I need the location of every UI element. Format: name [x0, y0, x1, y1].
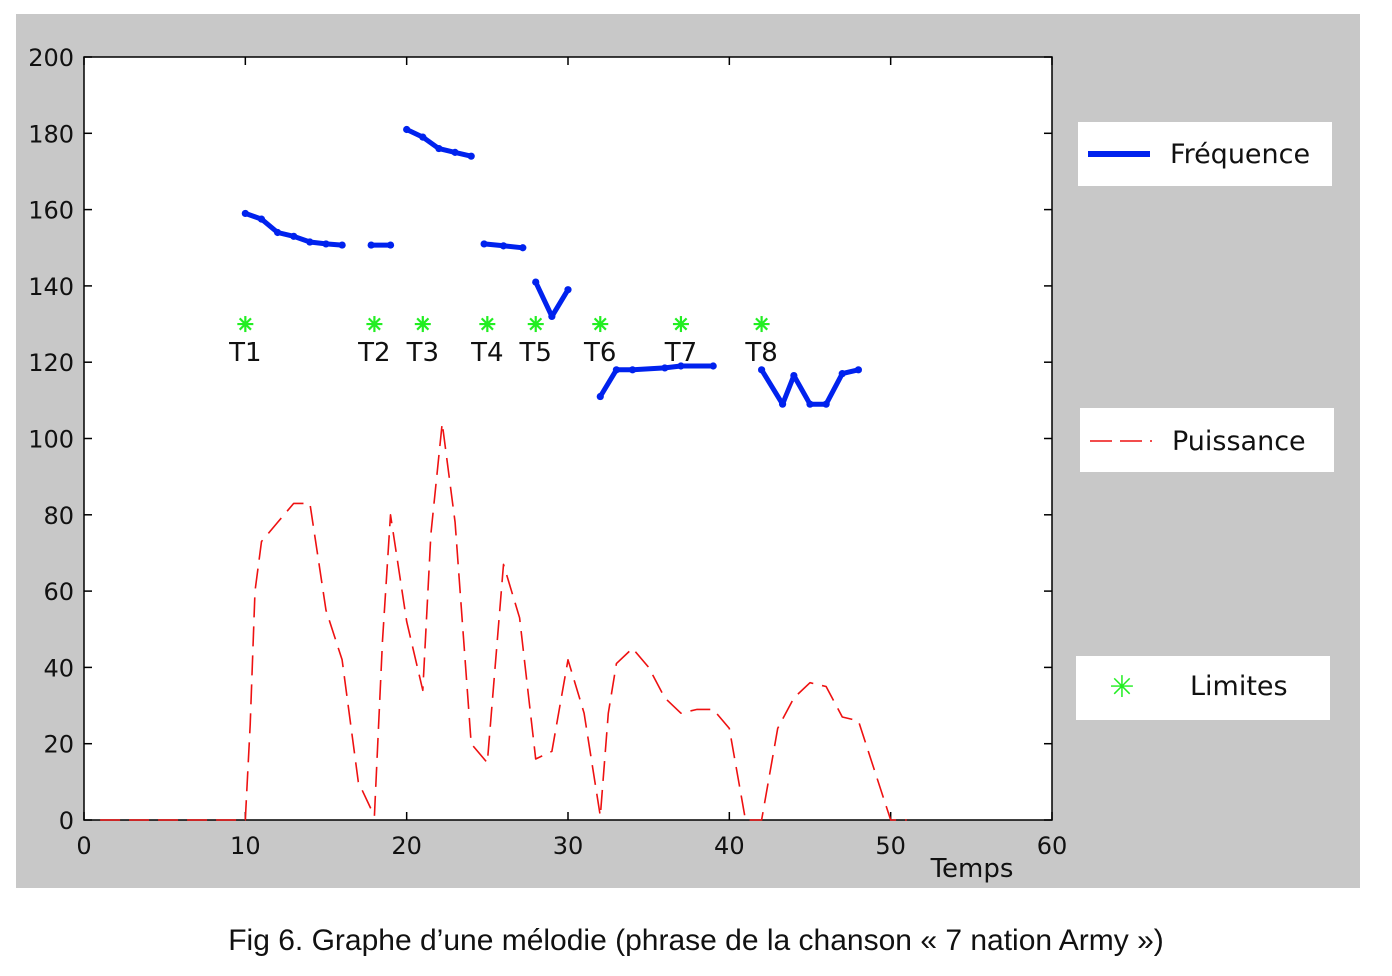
frequence-point — [790, 371, 798, 380]
frequence-point — [838, 370, 846, 378]
frequence-point — [628, 366, 637, 374]
y-tick-label: 100 — [28, 426, 74, 454]
y-tick-label: 140 — [28, 273, 74, 301]
frequence-point — [451, 148, 459, 156]
x-tick-label: 30 — [553, 832, 584, 860]
x-axis-label: Temps — [930, 854, 1014, 884]
axis-ticks: 0 10 20 30 40 50 60 0 20 40 60 80 100 120 140 160 180 200 — [28, 44, 1067, 860]
frequence-point — [419, 133, 427, 141]
frequence-point — [322, 240, 330, 248]
x-tick-label: 10 — [230, 832, 261, 860]
boundary-label: T5 — [519, 338, 552, 368]
frequence-point — [367, 241, 375, 249]
x-tick-label: 0 — [76, 832, 91, 860]
x-tick-label: 20 — [391, 832, 422, 860]
frequence-point — [564, 286, 572, 294]
legend-item-limites: ✳ Limites — [1076, 656, 1330, 720]
frequence-point — [386, 241, 395, 249]
frequence-point — [758, 366, 766, 374]
star-stroke — [593, 317, 607, 331]
legend: Fréquence Puissance ✳ Limites — [1076, 122, 1334, 720]
legend-label: Fréquence — [1170, 139, 1310, 170]
boundary-label: T4 — [470, 338, 503, 368]
star-stroke — [674, 317, 688, 331]
series-line-frequence — [597, 363, 716, 399]
annotation-layer: T1 T2 T3 T4 T5 T6 T7 T8 — [228, 338, 778, 368]
frequence-point — [677, 362, 685, 370]
boundary-label: T6 — [583, 338, 616, 368]
frequence-point — [778, 400, 787, 408]
frequence-point — [435, 144, 443, 153]
limit-marker — [672, 316, 689, 333]
legend-label: Puissance — [1172, 426, 1306, 457]
frequence-point — [822, 400, 830, 408]
limit-marker — [753, 316, 770, 333]
boundary-label: T8 — [744, 338, 777, 368]
x-tick-label: 50 — [875, 832, 906, 860]
frequence-point — [338, 241, 346, 249]
limit-marker — [592, 316, 609, 333]
plot-area — [83, 56, 1053, 821]
figure-caption: Fig 6. Graphe d’une mélodie (phrase de l… — [228, 924, 1164, 957]
frequence-point — [257, 215, 266, 223]
legend-box — [1080, 408, 1334, 472]
limit-marker — [366, 316, 383, 333]
legend-item-puissance: Puissance — [1080, 408, 1334, 472]
series-layer — [100, 125, 907, 821]
x-tick-label: 40 — [714, 832, 745, 860]
limit-marker — [527, 316, 544, 333]
frequence-point — [806, 400, 814, 408]
frequence-point — [661, 364, 669, 372]
frequence-point — [241, 209, 249, 218]
legend-item-frequence: Fréquence — [1078, 122, 1332, 186]
star-stroke — [480, 317, 494, 331]
star-stroke — [529, 317, 543, 331]
star-stroke — [416, 317, 430, 331]
star-stroke — [755, 317, 769, 331]
frequence-point — [612, 366, 621, 374]
frequence-point — [467, 152, 475, 160]
y-tick-label: 80 — [43, 502, 74, 530]
frequence-point — [403, 125, 411, 134]
x-tick-label: 60 — [1037, 832, 1068, 860]
frequence-point — [306, 238, 314, 246]
frequence-point — [519, 244, 527, 252]
y-tick-label: 160 — [28, 197, 74, 225]
frequence-point — [274, 228, 282, 237]
y-tick-label: 40 — [43, 654, 74, 682]
y-tick-label: 120 — [28, 349, 74, 377]
frequence-point — [480, 240, 488, 248]
y-tick-label: 180 — [28, 120, 74, 148]
legend-box — [1076, 656, 1330, 720]
boundary-label: T7 — [664, 338, 697, 368]
frequence-point — [854, 366, 863, 374]
y-tick-label: 60 — [43, 578, 74, 606]
frequence-point — [596, 392, 604, 401]
y-tick-label: 20 — [43, 731, 74, 759]
frequence-point — [548, 312, 556, 321]
frequence-point — [499, 242, 508, 250]
frequence-point — [709, 362, 717, 370]
frequence-point — [532, 278, 540, 286]
series-line-puissance — [100, 422, 907, 821]
boundary-label: T2 — [357, 338, 390, 368]
limit-marker — [414, 316, 431, 333]
boundary-label: T1 — [228, 338, 261, 368]
star-stroke — [238, 317, 252, 331]
y-tick-label: 200 — [28, 44, 74, 72]
legend-label: Limites — [1190, 671, 1288, 702]
star-stroke — [367, 317, 381, 331]
boundary-label: T3 — [406, 338, 439, 368]
limit-marker — [479, 316, 496, 333]
y-tick-label: 0 — [59, 807, 74, 835]
frequence-point — [290, 232, 298, 240]
star-marker-icon: ✳ — [1109, 670, 1134, 705]
limit-marker — [237, 316, 254, 333]
